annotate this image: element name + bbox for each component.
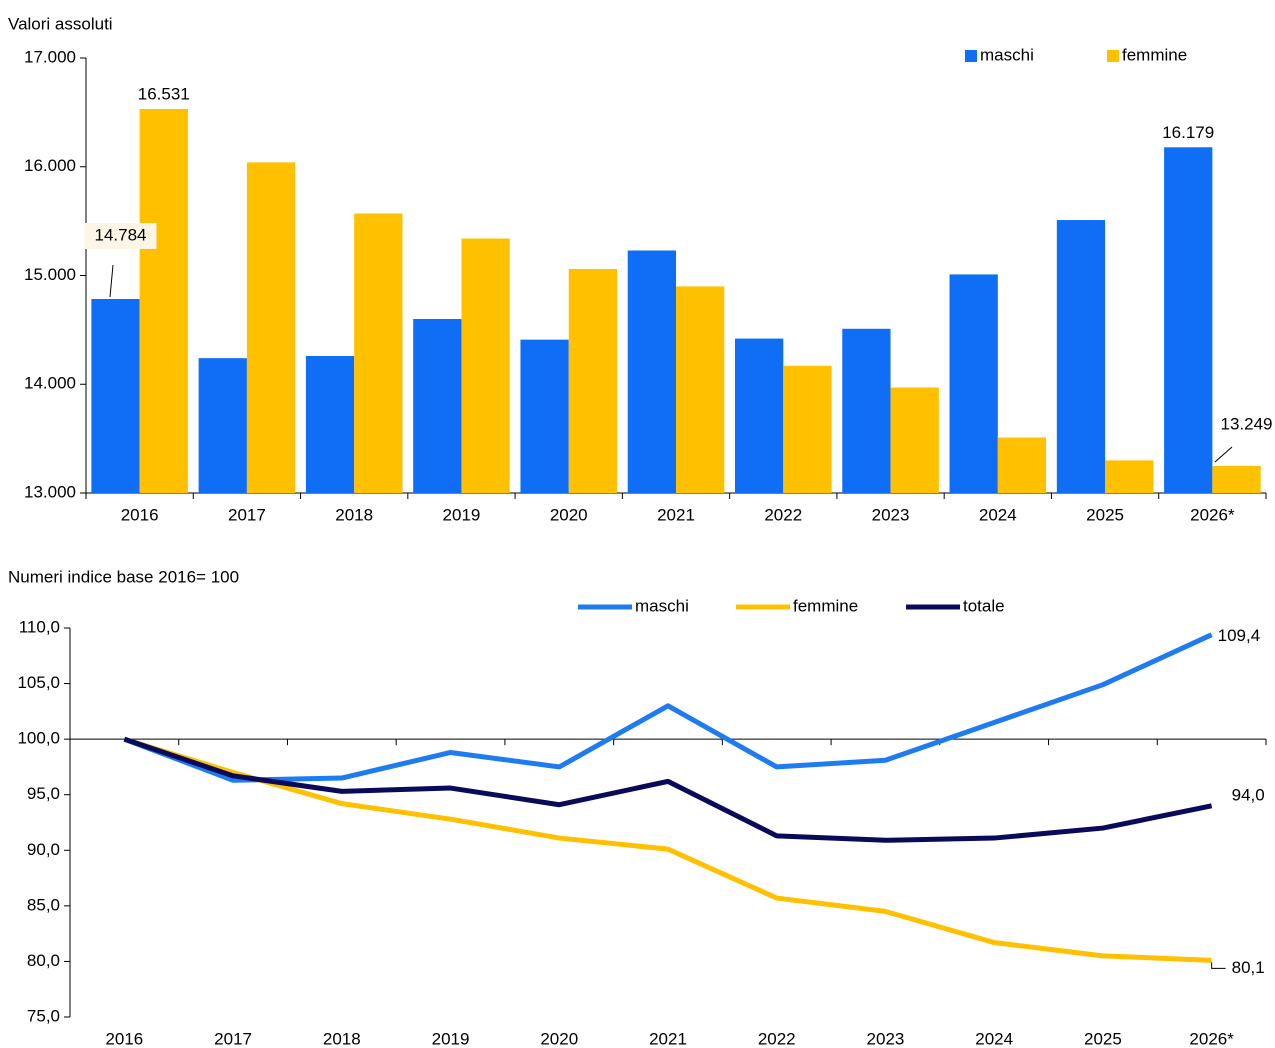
bar [198, 358, 247, 493]
x-tick-label: 2020 [550, 505, 588, 524]
bar [842, 328, 891, 493]
y-tick-label: 75,0 [27, 1006, 60, 1025]
bar [735, 338, 784, 493]
x-tick-label: 2023 [872, 505, 910, 524]
label-leader [1214, 446, 1233, 463]
x-tick-label: 2026* [1189, 1029, 1234, 1048]
y-tick-label: 15.000 [24, 265, 76, 284]
line [123, 736, 1212, 963]
y-tick-label: 105,0 [17, 673, 60, 692]
bar [1056, 220, 1106, 493]
bar [91, 298, 140, 493]
data-label: 94,0 [1232, 785, 1265, 804]
y-tick-label: 17.000 [24, 47, 76, 66]
x-tick-label: 2023 [867, 1029, 905, 1048]
bar [568, 268, 617, 493]
legend-swatch [1107, 50, 1119, 62]
bar [305, 355, 355, 493]
y-tick-label: 90,0 [27, 840, 60, 859]
label-box [84, 222, 157, 249]
bar [783, 365, 832, 493]
legend-label: maschi [980, 45, 1034, 64]
bar [676, 286, 725, 493]
data-label: 16.179 [1162, 123, 1214, 142]
y-tick-label: 13.000 [24, 482, 76, 501]
y-tick-label: 100,0 [17, 729, 60, 748]
legend-label: maschi [635, 596, 689, 615]
x-tick-label: 2021 [657, 505, 695, 524]
data-label: 16.531 [138, 84, 190, 103]
line [123, 632, 1213, 783]
y-tick-label: 95,0 [27, 784, 60, 803]
x-tick-label: 2018 [323, 1029, 361, 1048]
x-tick-label: 2016 [121, 505, 159, 524]
x-tick-label: 2017 [228, 505, 266, 524]
x-tick-label: 2025 [1084, 1029, 1122, 1048]
x-tick-label: 2020 [540, 1029, 578, 1048]
bar [1212, 465, 1261, 493]
data-label: 109,4 [1218, 626, 1261, 645]
legend-swatch [965, 50, 977, 62]
y-tick-label: 16.000 [24, 156, 76, 175]
legend-label: totale [963, 596, 1005, 615]
chart-title: Numeri indice base 2016= 100 [8, 567, 239, 586]
legend-label: femmine [793, 596, 858, 615]
data-label: 13.249 [1221, 414, 1273, 433]
data-label: 14.784 [95, 225, 147, 244]
bar [139, 109, 188, 493]
bar [949, 274, 998, 493]
x-tick-label: 2022 [764, 505, 802, 524]
bar [1164, 147, 1213, 493]
x-tick-label: 2024 [975, 1029, 1013, 1048]
x-tick-label: 2017 [214, 1029, 252, 1048]
label-leader [109, 264, 114, 298]
y-tick-label: 80,0 [27, 951, 60, 970]
chart-title: Valori assoluti [8, 14, 113, 33]
y-tick-label: 14.000 [24, 374, 76, 393]
x-tick-label: 2016 [105, 1029, 143, 1048]
x-tick-label: 2026* [1190, 505, 1235, 524]
x-tick-label: 2018 [335, 505, 373, 524]
y-tick-label: 110,0 [19, 617, 60, 636]
bar [1105, 460, 1154, 493]
x-tick-label: 2025 [1086, 505, 1124, 524]
bar [354, 213, 403, 493]
bar [413, 319, 462, 493]
bar [627, 250, 676, 493]
line [123, 736, 1213, 843]
label-leader [1211, 962, 1226, 969]
bar [997, 437, 1047, 493]
bar [520, 339, 569, 493]
data-label: 80,1 [1232, 958, 1265, 977]
x-tick-label: 2024 [979, 505, 1017, 524]
x-tick-label: 2021 [649, 1029, 687, 1048]
x-tick-label: 2022 [758, 1029, 796, 1048]
x-tick-label: 2019 [443, 505, 481, 524]
bar [461, 238, 510, 493]
bar [246, 162, 296, 493]
y-tick-label: 85,0 [27, 895, 60, 914]
x-tick-label: 2019 [432, 1029, 470, 1048]
bar [890, 387, 939, 493]
legend-label: femmine [1122, 45, 1187, 64]
